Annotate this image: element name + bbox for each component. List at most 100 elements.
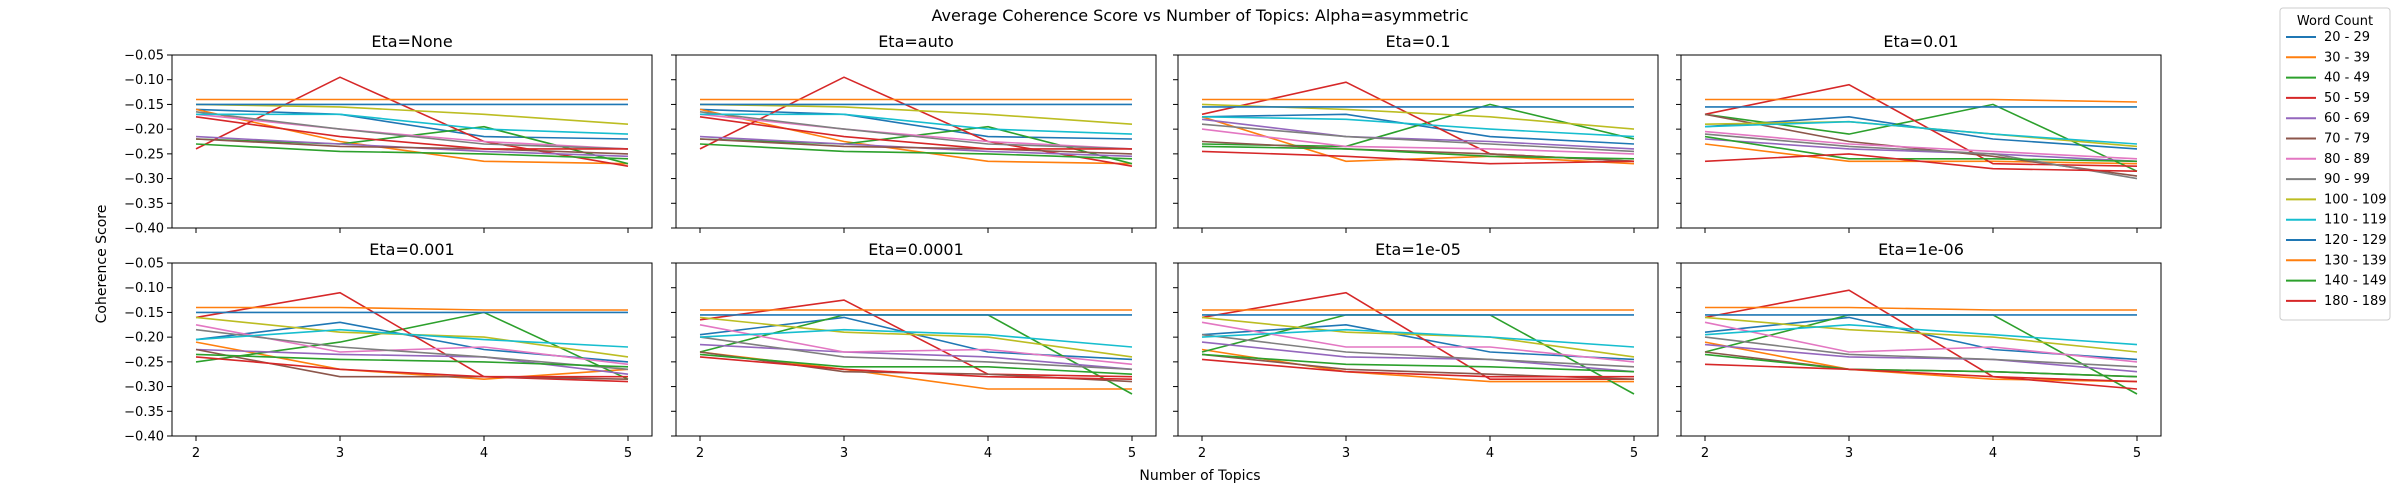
- series-line: [1201, 323, 1635, 361]
- series-line: [195, 111, 629, 150]
- series-line: [699, 328, 1133, 348]
- legend-entry: 120 - 129: [2324, 233, 2387, 248]
- series-line: [1201, 128, 1635, 155]
- series-line: [699, 108, 1133, 165]
- legend-entry: 80 - 89: [2324, 152, 2370, 167]
- x-tick-label: 5: [1128, 446, 1136, 461]
- subplot-title: Eta=1e-06: [1878, 240, 1964, 259]
- series-line: [1705, 306, 2137, 311]
- series-line: [699, 116, 1132, 150]
- x-tick-label: 2: [1198, 446, 1206, 461]
- x-tick-label: 4: [984, 446, 992, 461]
- series-line: [699, 138, 1133, 155]
- y-tick-label: −0.30: [124, 380, 164, 395]
- series-line: [1201, 333, 1635, 368]
- y-tick-label: −0.15: [124, 306, 164, 321]
- series-line: [699, 111, 1133, 150]
- series-line: [1201, 358, 1634, 378]
- x-tick-label: 2: [192, 446, 200, 461]
- legend-entry: 40 - 49: [2324, 71, 2370, 86]
- series-line: [195, 328, 629, 348]
- series-line: [1201, 118, 1635, 150]
- subplot-title: Eta=0.0001: [868, 240, 964, 259]
- y-tick-label: −0.05: [124, 257, 164, 272]
- legend: Word Count 20 - 29 30 - 39 40 - 49 50 - 59 6…: [2279, 7, 2391, 321]
- series-line: [699, 356, 1133, 380]
- series-line: [1201, 291, 1634, 381]
- series-line: [195, 143, 629, 160]
- series-line: [699, 108, 1133, 140]
- series-line: [1201, 353, 1635, 373]
- legend-entry: 90 - 99: [2324, 172, 2370, 187]
- series-line: [1704, 130, 2138, 160]
- subplot-title: Eta=0.001: [369, 240, 454, 259]
- y-tick-label: −0.20: [124, 123, 164, 138]
- series-line: [1705, 98, 2138, 103]
- x-tick-label: 2: [696, 446, 704, 461]
- series-line: [1704, 341, 2138, 383]
- series-line: [1201, 328, 1635, 348]
- legend-entry: 30 - 39: [2324, 50, 2370, 65]
- series-line: [1201, 341, 1635, 373]
- series-line: [1704, 133, 2138, 180]
- series-line: [1201, 81, 1635, 163]
- series-line: [1704, 343, 2138, 373]
- series-line: [195, 103, 629, 125]
- plot-frame: [1177, 262, 1659, 437]
- y-tick-label: −0.40: [124, 222, 164, 237]
- series-line: [195, 353, 629, 368]
- subplot-panel: Eta=0.01: [1676, 32, 2162, 233]
- x-tick-label: 4: [1486, 446, 1494, 461]
- series-line: [196, 306, 628, 311]
- subplot-grid: Eta=None −0.05 −0.10 −0.15 −0.20 −0.25 −0.30 −0…: [124, 32, 2162, 461]
- series-line: [195, 138, 629, 155]
- legend-title: Word Count: [2297, 14, 2373, 29]
- legend-entry: 70 - 79: [2324, 132, 2370, 147]
- series-line: [195, 113, 629, 150]
- subplot-panel: Eta=auto: [671, 32, 1157, 233]
- y-tick-label: −0.25: [124, 147, 164, 162]
- series-line: [699, 113, 1133, 150]
- series-line: [1704, 321, 2138, 363]
- y-tick-label: −0.35: [124, 405, 164, 420]
- x-tick-label: 4: [1989, 446, 1997, 461]
- plot-frame: [171, 54, 653, 229]
- y-tick-label: −0.10: [124, 281, 164, 296]
- series-line: [699, 103, 1133, 125]
- series-line: [699, 316, 1133, 358]
- series-line: [195, 341, 629, 381]
- legend-entry: 20 - 29: [2324, 30, 2370, 45]
- y-tick-label: −0.40: [124, 430, 164, 445]
- x-tick-label: 3: [1845, 446, 1853, 461]
- y-tick-label: −0.35: [124, 197, 164, 212]
- series-line: [195, 328, 629, 371]
- subplot-title: Eta=0.01: [1883, 32, 1958, 51]
- plot-frame: [1177, 54, 1659, 229]
- series-line: [1704, 353, 2138, 378]
- x-tick-label: 5: [1630, 446, 1638, 461]
- x-tick-label: 3: [1342, 446, 1350, 461]
- legend-entry: 50 - 59: [2324, 91, 2370, 106]
- series-line: [195, 108, 629, 165]
- series-line: [195, 116, 628, 150]
- x-tick-label: 4: [480, 446, 488, 461]
- y-tick-label: −0.05: [124, 49, 164, 64]
- subplot-title: Eta=1e-05: [1375, 240, 1461, 259]
- x-axis-label: Number of Topics: [1139, 468, 1260, 484]
- series-line: [699, 353, 1133, 375]
- legend-frame: [2279, 7, 2391, 321]
- series-line: [1704, 363, 2138, 383]
- series-line: [1201, 316, 1635, 358]
- series-line: [1201, 321, 1635, 363]
- series-line: [195, 108, 629, 140]
- legend-entry: 100 - 109: [2324, 192, 2387, 207]
- x-tick-label: 5: [2133, 446, 2141, 461]
- y-tick-label: −0.10: [124, 73, 164, 88]
- series-line: [1704, 138, 2138, 163]
- series-line: [700, 113, 1133, 135]
- series-line: [699, 324, 1133, 366]
- y-axis-label: Coherence Score: [94, 205, 110, 324]
- series-line: [195, 348, 629, 375]
- x-tick-label: 5: [624, 446, 632, 461]
